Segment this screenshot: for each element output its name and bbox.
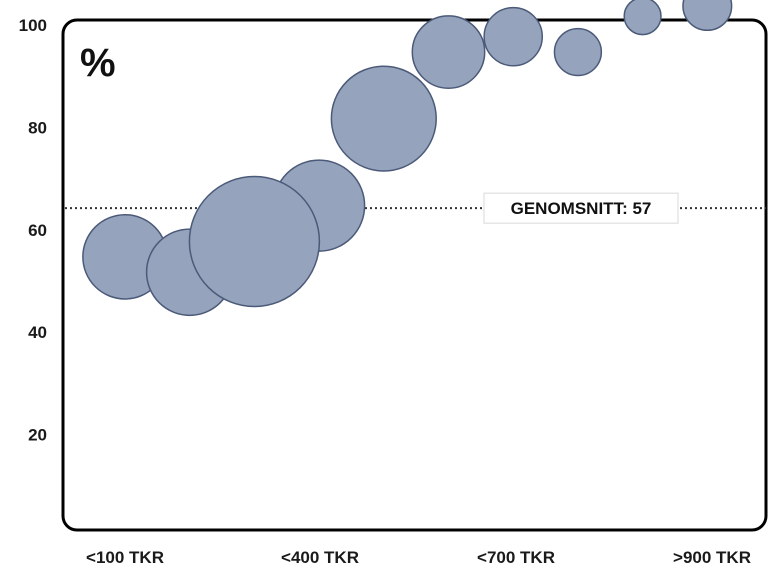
average-label: GENOMSNITT: 57 (511, 199, 652, 218)
bubble (411, 15, 486, 89)
x-tick-label: <700 TKR (477, 548, 555, 567)
bubble (623, 0, 662, 36)
bubbles-group (82, 0, 733, 317)
average-label-box: GENOMSNITT: 57 (483, 192, 679, 224)
bubble (483, 6, 544, 67)
x-tick-label: <400 TKR (281, 548, 359, 567)
bubble (553, 27, 603, 77)
x-tick-label: >900 TKR (673, 548, 751, 567)
y-tick-label: 20 (28, 426, 47, 445)
x-axis-ticks: <100 TKR <400 TKR <700 TKR >900 TKR (86, 548, 751, 567)
y-axis-ticks: 20 40 60 80 100 (19, 16, 47, 445)
y-tick-label: 100 (19, 16, 47, 35)
bubble (188, 175, 321, 308)
average-label-background (483, 192, 679, 224)
y-tick-label: 40 (28, 323, 47, 342)
bubble (682, 0, 733, 32)
y-tick-label: 60 (28, 221, 47, 240)
plot-frame (61, 18, 768, 532)
unit-label: % (80, 41, 116, 85)
y-tick-label: 80 (28, 118, 47, 137)
bubble (330, 65, 437, 172)
x-tick-label: <100 TKR (86, 548, 164, 567)
